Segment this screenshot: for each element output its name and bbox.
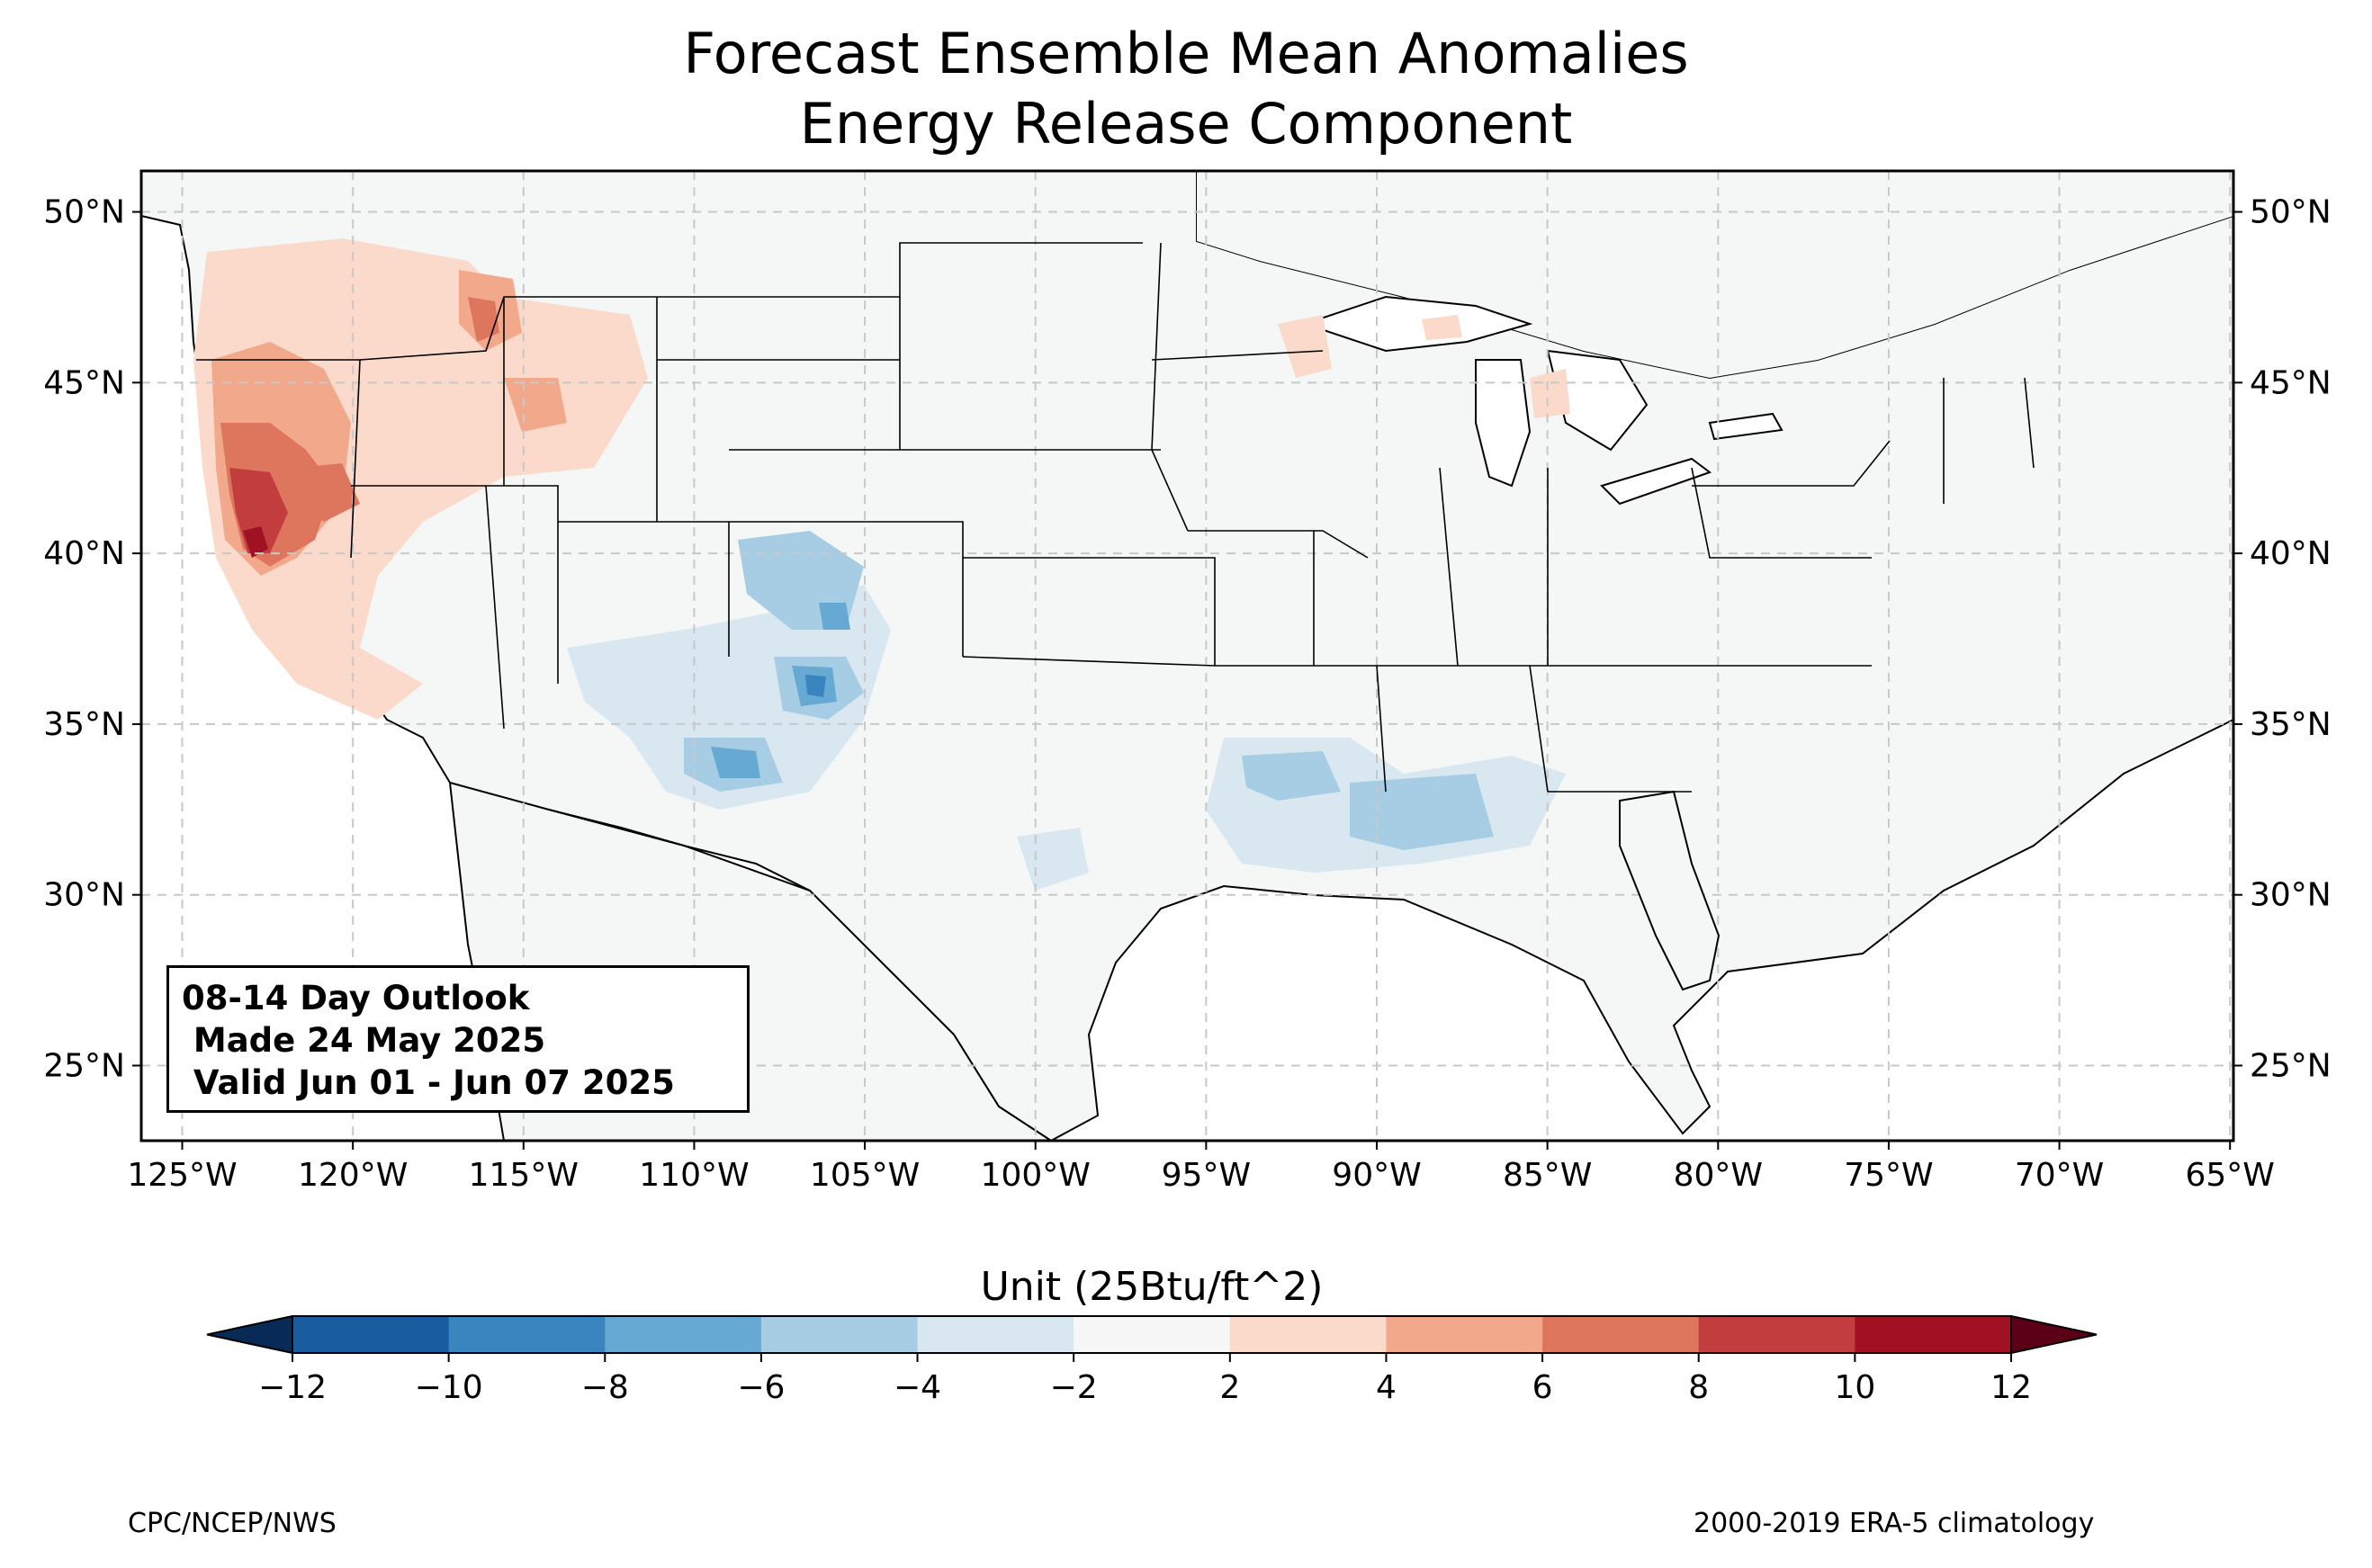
lon-tick-label: 110°W — [639, 1157, 749, 1194]
colorbar-tick-label: 12 — [1990, 1369, 2032, 1406]
lon-tick-label: 75°W — [1844, 1157, 1933, 1194]
latitude-axis-left: 50°N 45°N 40°N 35°N 30°N 25°N — [43, 194, 141, 1084]
lat-tick-label-left: 40°N — [43, 535, 125, 572]
map-area — [141, 171, 2233, 1141]
lat-tick-label-right: 45°N — [2250, 364, 2332, 401]
lat-tick-label-left: 25°N — [43, 1047, 125, 1084]
colorbar-tick-label: 2 — [1219, 1369, 1240, 1406]
colorbar-tick-label: 10 — [1834, 1369, 1875, 1406]
chart-subtitle: Energy Release Component — [799, 91, 1573, 157]
lat-tick-label-right: 35°N — [2250, 706, 2332, 743]
lat-tick-label-right: 50°N — [2250, 194, 2332, 231]
colorbar-segment — [605, 1316, 762, 1353]
lake-michigan — [1475, 359, 1532, 488]
colorbar-segment — [448, 1316, 606, 1353]
canada-land — [141, 171, 2233, 378]
lat-tick-label-left: 30°N — [43, 877, 125, 914]
lon-tick-label: 65°W — [2186, 1157, 2275, 1194]
colorbar-segment — [1542, 1316, 1700, 1353]
colorbar-segment — [292, 1316, 450, 1353]
latitude-axis-right: 50°N 45°N 40°N 35°N 30°N 25°N — [2233, 194, 2332, 1084]
colorbar-tick-label: −6 — [737, 1369, 785, 1406]
colorbar-segment — [1229, 1316, 1387, 1353]
colorbar-segment — [1698, 1316, 1855, 1353]
colorbar-segment — [1386, 1316, 1543, 1353]
colorbar-segment — [760, 1316, 919, 1353]
colorbar-segment — [917, 1316, 1074, 1353]
colorbar-extend-low — [206, 1314, 293, 1355]
lat-tick-label-right: 25°N — [2250, 1047, 2332, 1084]
positive-anomalies — [193, 238, 1570, 720]
colorbar-tick-label: −12 — [258, 1369, 327, 1406]
florida-coast — [1619, 790, 1721, 991]
lat-tick-label-left: 45°N — [43, 364, 125, 401]
chart-title: Forecast Ensemble Mean Anomalies — [683, 21, 1689, 86]
colorbar-tick-label: −10 — [415, 1369, 483, 1406]
colorbar-tick-label: 4 — [1376, 1369, 1397, 1406]
lat-tick-label-left: 50°N — [43, 194, 125, 231]
outlook-info-box: 08-14 Day Outlook Made 24 May 2025 Valid… — [166, 965, 750, 1113]
lon-tick-label: 115°W — [469, 1157, 579, 1194]
colorbar-label: Unit (25Btu/ft^2) — [980, 1264, 1324, 1310]
lat-tick-label-left: 35°N — [43, 706, 125, 743]
outlook-label: 08-14 Day Outlook — [182, 979, 530, 1017]
colorbar-tick-label: −2 — [1050, 1369, 1098, 1406]
lon-tick-label: 125°W — [127, 1157, 237, 1194]
colorbar-tick-label: −4 — [894, 1369, 941, 1406]
colorbar-outline — [292, 1315, 2012, 1354]
lon-tick-label: 120°W — [298, 1157, 408, 1194]
made-date: Made 24 May 2025 — [182, 1021, 546, 1060]
lon-tick-label: 80°W — [1674, 1157, 1763, 1194]
colorbar-segment — [1074, 1316, 1231, 1353]
lon-tick-label: 100°W — [981, 1157, 1091, 1194]
climatology-note: 2000-2019 ERA-5 climatology — [1694, 1508, 2095, 1539]
negative-anomalies — [567, 531, 1566, 891]
lon-tick-label: 85°W — [1503, 1157, 1592, 1194]
valid-dates: Valid Jun 01 - Jun 07 2025 — [182, 1063, 675, 1102]
state-borders — [196, 242, 2035, 793]
lake-ontario — [1708, 412, 1783, 441]
colorbar-tick-label: 8 — [1688, 1369, 1709, 1406]
lon-tick-label: 105°W — [810, 1157, 920, 1194]
colorbar-tick-label: −8 — [581, 1369, 629, 1406]
lake-superior — [1301, 295, 1533, 353]
longitude-axis: 125°W 120°W 115°W 110°W 105°W 100°W 95°W 90°W 85… — [127, 1141, 2275, 1194]
colorbar-segment — [1855, 1316, 2012, 1353]
colorbar-extend-high — [2010, 1314, 2098, 1355]
lon-tick-label: 90°W — [1332, 1157, 1421, 1194]
lat-tick-label-right: 30°N — [2250, 877, 2332, 914]
lat-tick-label-right: 40°N — [2250, 535, 2332, 572]
lon-tick-label: 70°W — [2015, 1157, 2104, 1194]
colorbar-tick-label: 6 — [1532, 1369, 1553, 1406]
map-frame — [139, 169, 2235, 1142]
lake-erie — [1600, 457, 1712, 506]
colorbar: −12 −10 −8 −6 −4 −2 2 4 6 8 10 12 — [206, 1314, 2098, 1406]
source-credit: CPC/NCEP/NWS — [128, 1508, 337, 1539]
lon-tick-label: 95°W — [1162, 1157, 1251, 1194]
